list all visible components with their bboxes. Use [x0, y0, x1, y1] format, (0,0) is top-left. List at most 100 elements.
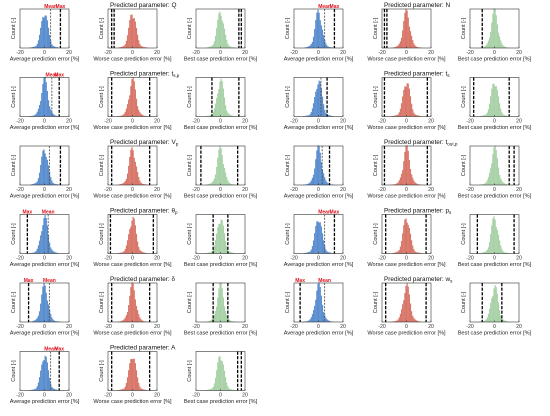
- best-x-tick-label: 20: [242, 119, 248, 125]
- best-bar: [488, 308, 491, 322]
- worse-bar: [121, 183, 123, 185]
- average-bar: [306, 47, 308, 48]
- best-bar: [221, 361, 223, 391]
- average-bar: [330, 115, 333, 117]
- best-bar: [210, 114, 212, 117]
- best-bar: [228, 182, 230, 185]
- average-bar: [48, 309, 51, 322]
- best-bar: [502, 250, 504, 254]
- average-bar: [308, 46, 310, 48]
- best-bar: [494, 145, 496, 185]
- worse-x-tick-label: -20: [104, 187, 112, 193]
- worse-bar: [399, 313, 402, 322]
- average-bar: [322, 35, 325, 48]
- best-bar: [492, 154, 494, 185]
- best-bar: [224, 377, 227, 391]
- best-y-axis-label: Count [-]: [461, 223, 467, 245]
- average-x-tick-label: 20: [340, 119, 346, 125]
- average-bar: [33, 320, 35, 322]
- average-bar: [329, 184, 331, 185]
- best-bar: [226, 176, 228, 185]
- worse-bar: [396, 251, 398, 254]
- mean-marker-label: Mean: [43, 278, 56, 284]
- worse-bar: [403, 21, 405, 48]
- worse-bar: [142, 252, 144, 254]
- mean-marker-label: Mean: [318, 278, 331, 284]
- worse-bar: [415, 114, 417, 117]
- best-bar: [506, 321, 509, 322]
- best-bar: [487, 313, 490, 322]
- worse-bar: [409, 31, 412, 48]
- best-bar: [497, 167, 500, 185]
- best-x-tick-label: 0: [219, 393, 222, 399]
- best-bar: [485, 250, 487, 254]
- worse-y-axis-label: Count [-]: [99, 17, 105, 39]
- worse-bar: [395, 115, 397, 117]
- worse-bar: [142, 115, 144, 117]
- best-bar: [501, 112, 503, 117]
- worse-bar: [121, 389, 123, 391]
- best-bar: [481, 252, 483, 254]
- best-bar: [230, 46, 232, 48]
- worse-x-tick-label: 0: [131, 187, 134, 193]
- average-bar: [322, 240, 325, 254]
- worse-bar: [406, 222, 408, 254]
- worse-bar: [402, 96, 404, 117]
- worse-x-tick-label: 20: [154, 324, 160, 330]
- worse-bar: [119, 184, 121, 185]
- average-bar: [33, 252, 35, 254]
- best-x-tick-label: 20: [242, 324, 248, 330]
- worse-bar: [138, 246, 140, 254]
- max-marker-label: Max: [54, 72, 64, 78]
- average-bar: [317, 221, 319, 254]
- best-bar: [231, 321, 233, 322]
- worse-x-axis-label: Worse case prediction error [%]: [367, 262, 446, 268]
- worse-bar: [140, 250, 142, 254]
- average-bar: [32, 389, 34, 391]
- best-x-tick-label: 20: [516, 324, 522, 330]
- best-bar: [214, 310, 217, 322]
- best-bar: [492, 218, 494, 254]
- best-x-tick-label: -20: [466, 187, 474, 193]
- worse-bar: [407, 150, 409, 185]
- average-y-axis-label: Count [-]: [11, 291, 17, 313]
- worse-bar: [417, 252, 419, 254]
- worse-y-axis-label: Count [-]: [373, 86, 379, 108]
- average-bar: [42, 83, 44, 117]
- worse-bar: [120, 389, 122, 391]
- average-bar: [317, 84, 319, 117]
- best-bar: [223, 28, 226, 48]
- average-bar: [35, 388, 37, 391]
- worse-x-tick-label: 20: [428, 256, 434, 262]
- best-bar: [227, 317, 229, 322]
- average-bar: [44, 153, 46, 185]
- best-bar: [217, 157, 219, 185]
- best-bar: [224, 311, 227, 322]
- best-bar: [211, 251, 213, 254]
- average-bar: [324, 109, 326, 117]
- best-bar: [490, 168, 492, 185]
- average-bar: [46, 159, 48, 185]
- best-x-tick-label: -20: [192, 393, 200, 399]
- average-bar: [310, 112, 312, 117]
- best-bar: [492, 83, 494, 117]
- average-bar: [309, 114, 311, 117]
- average-bar: [305, 252, 307, 254]
- best-bar: [213, 178, 216, 185]
- best-bar: [497, 96, 500, 117]
- worse-bar: [416, 320, 418, 322]
- best-bar: [217, 19, 219, 48]
- best-bar: [491, 88, 493, 117]
- best-bar: [486, 112, 488, 117]
- best-bar: [493, 147, 495, 185]
- worse-x-tick-label: 0: [131, 256, 134, 262]
- worse-x-axis-label: Worse case prediction error [%]: [367, 125, 446, 131]
- worse-bar: [397, 251, 399, 254]
- average-bar: [36, 111, 38, 117]
- worse-bar: [402, 304, 404, 322]
- panel-title-prefix: Predicted parameter:: [110, 276, 171, 283]
